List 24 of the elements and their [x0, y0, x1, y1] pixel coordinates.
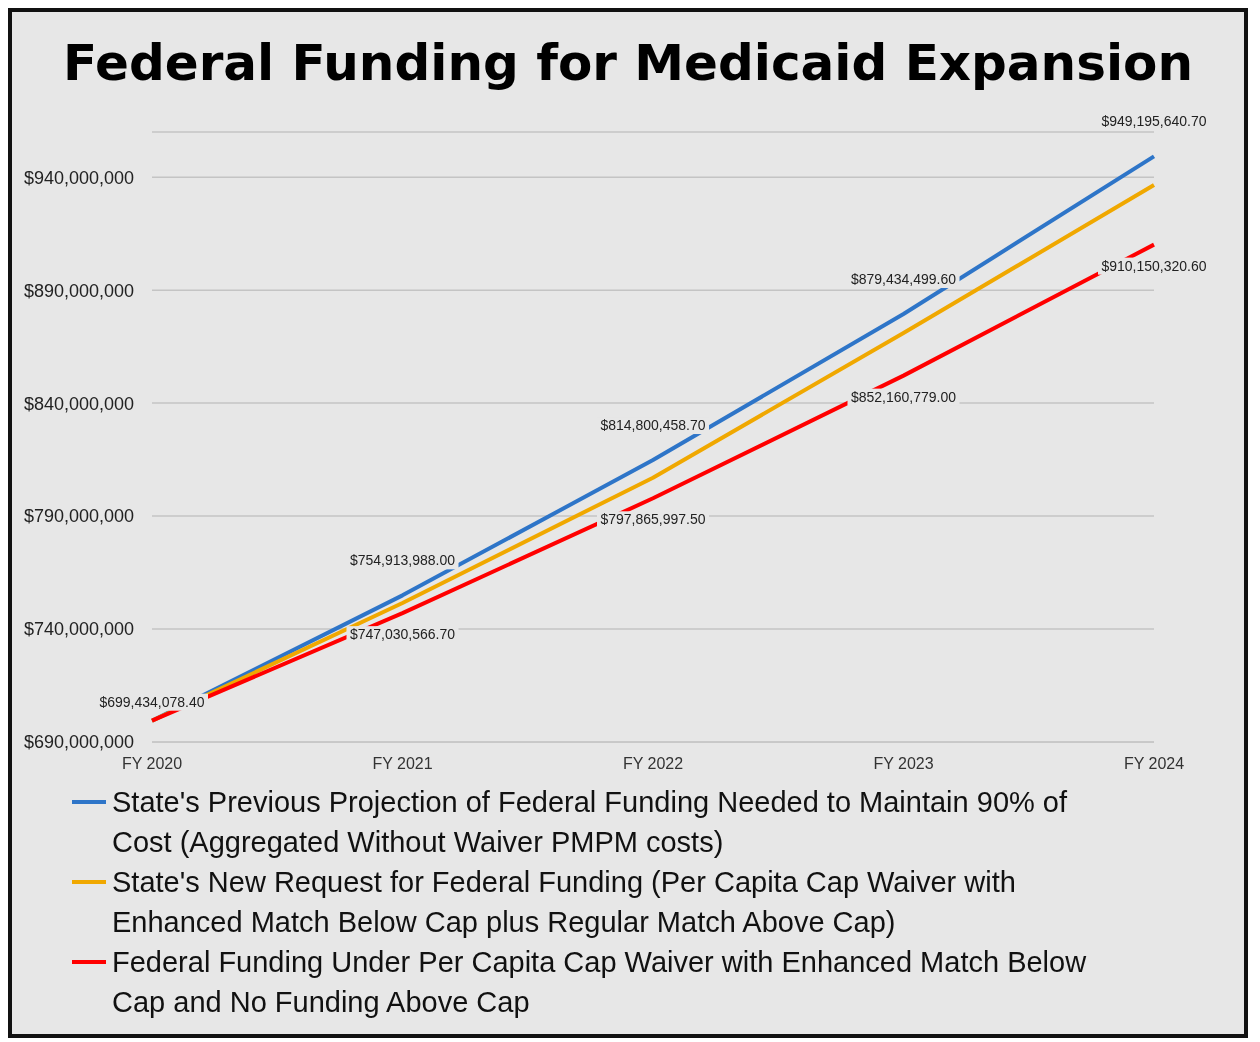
data-label: $879,434,499.60 — [850, 271, 957, 288]
data-label: $754,913,988.00 — [349, 552, 456, 569]
data-label: $949,195,640.70 — [1101, 113, 1207, 130]
x-tick-label: FY 2023 — [873, 755, 934, 773]
x-tick-label: FY 2021 — [372, 755, 433, 773]
y-tick-label: $790,000,000 — [24, 506, 135, 527]
chart-title: Federal Funding for Medicaid Expansion — [61, 34, 1195, 92]
y-tick-label: $740,000,000 — [24, 619, 135, 640]
x-tick-label: FY 2020 — [121, 755, 183, 773]
y-tick-label: $690,000,000 — [24, 732, 135, 753]
y-tick-label: $940,000,000 — [24, 167, 135, 188]
data-label: $910,150,320.60 — [1101, 257, 1207, 274]
data-label: $852,160,779.00 — [850, 388, 957, 405]
x-tick-label: FY 2024 — [1123, 755, 1185, 773]
x-tick-label: FY 2022 — [622, 755, 684, 773]
y-tick-label: $890,000,000 — [24, 280, 135, 301]
legend-label: State's New Request for Federal Funding (Per Capita Cap Waiver with Enhanced Match Below Cap plus Regular Match Above Cap) — [112, 865, 1017, 940]
data-label: $797,865,997.50 — [600, 511, 706, 528]
data-label: $814,800,458.70 — [600, 417, 706, 434]
y-tick-label: $840,000,000 — [24, 393, 135, 414]
legend-label: State's Previous Projection of Federal Funding Needed to Maintain 90% of Cost (Aggregated Without Waiver PMPM costs) — [112, 785, 1069, 860]
data-label: $699,434,078.40 — [99, 693, 205, 710]
data-label: $747,030,566.70 — [349, 626, 456, 643]
legend-label: Federal Funding Under Per Capita Cap Waiver with Enhanced Match Below Cap and No Funding Above Cap — [112, 945, 1088, 1020]
